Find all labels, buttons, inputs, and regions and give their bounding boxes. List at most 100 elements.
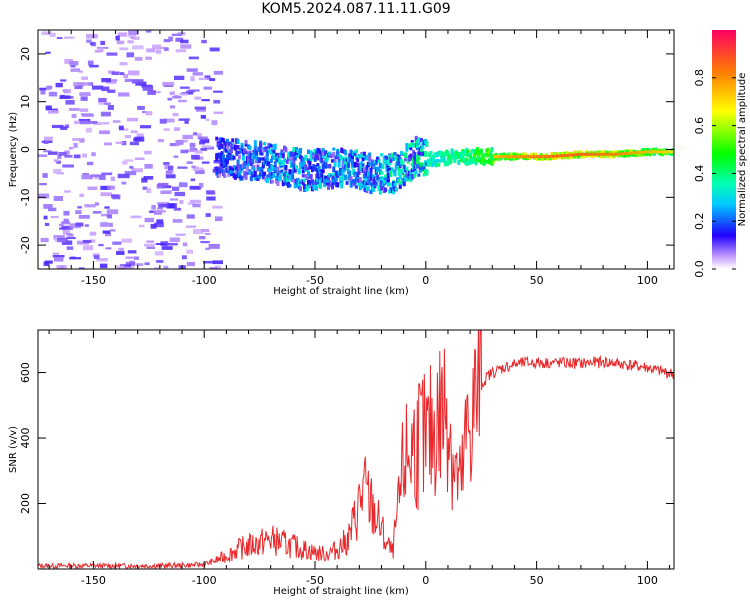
signal-cell (369, 189, 373, 195)
signal-cell (271, 165, 275, 170)
signal-cell (263, 141, 267, 146)
noise-cell (186, 90, 195, 93)
signal-cell (316, 154, 320, 161)
noise-cell (194, 96, 202, 100)
noise-cell (161, 246, 173, 250)
signal-cell (566, 156, 570, 160)
noise-cell (47, 151, 58, 155)
signal-cell (576, 155, 580, 159)
signal-cell (299, 186, 303, 192)
signal-cell (322, 178, 326, 184)
noise-cell (188, 56, 199, 60)
noise-cell (199, 236, 206, 240)
noise-cell (98, 102, 110, 105)
noise-cell (131, 168, 143, 173)
signal-cell (362, 151, 366, 157)
signal-cell (220, 144, 224, 149)
signal-cell (332, 147, 336, 151)
signal-cell (232, 156, 236, 160)
signal-cell (389, 186, 393, 191)
signal-cell (223, 173, 227, 178)
signal-cell (350, 154, 354, 159)
signal-cell (249, 175, 253, 182)
signal-cell (287, 175, 291, 179)
noise-cell (93, 255, 100, 259)
signal-cell (364, 178, 368, 185)
signal-cell (386, 182, 390, 187)
noise-cell (127, 40, 134, 44)
signal-cell (344, 150, 348, 156)
noise-cell (126, 52, 135, 58)
noise-cell (175, 49, 187, 53)
signal-cell (301, 162, 305, 168)
noise-cell (107, 89, 116, 93)
colorbar-tick-label: 0.4 (693, 165, 706, 183)
signal-cell (402, 174, 406, 179)
noise-cell (45, 51, 51, 54)
noise-cell (119, 62, 128, 66)
noise-cell (124, 134, 131, 139)
signal-cell (572, 155, 576, 159)
noise-cell (100, 40, 105, 45)
signal-cell (280, 169, 284, 174)
noise-cell (100, 111, 111, 117)
signal-cell (304, 164, 308, 169)
noise-cell (104, 102, 111, 105)
noise-cell (130, 215, 142, 219)
noise-cell (99, 47, 104, 52)
signal-cell (354, 149, 358, 154)
signal-cell (389, 170, 393, 176)
signal-cell (449, 158, 453, 165)
signal-cell (236, 144, 240, 150)
signal-cell (311, 179, 315, 183)
signal-cell (312, 166, 316, 171)
noise-cell (192, 203, 201, 208)
noise-cell (163, 47, 169, 52)
noise-cell (96, 258, 108, 262)
signal-cell (486, 153, 490, 158)
noise-cell (105, 233, 112, 237)
noise-cell (117, 173, 130, 179)
noise-cell (116, 250, 125, 255)
signal-cell (600, 150, 604, 154)
noise-cell (135, 81, 147, 86)
signal-cell (475, 158, 479, 162)
noise-cell (89, 239, 96, 243)
noise-cell (157, 182, 169, 187)
noise-cell (81, 76, 89, 80)
noise-cell (191, 165, 196, 169)
noise-cell (200, 115, 206, 119)
signal-cell (326, 174, 330, 180)
signal-cell (386, 179, 390, 184)
noise-cell (103, 142, 112, 146)
signal-cell (267, 145, 271, 150)
noise-cell (59, 227, 68, 230)
noise-cell (73, 154, 81, 159)
signal-cell (303, 161, 307, 165)
signal-cell (429, 150, 433, 155)
signal-cell (485, 159, 489, 164)
noise-cell (208, 243, 220, 249)
y-axis-label: SNR (v/v) (8, 426, 19, 473)
noise-cell (112, 194, 121, 200)
noise-cell (182, 134, 193, 140)
signal-cell (229, 147, 233, 154)
signal-cell (539, 153, 543, 157)
signal-cell (227, 172, 231, 178)
noise-cell (57, 239, 67, 243)
signal-cell (265, 177, 269, 184)
noise-cell (171, 33, 183, 36)
signal-cell (223, 140, 227, 145)
noise-cell (84, 224, 89, 227)
noise-cell (209, 78, 216, 82)
signal-cell (469, 155, 473, 160)
noise-cell (154, 222, 164, 228)
signal-cell (279, 153, 283, 159)
noise-cell (134, 56, 143, 61)
signal-cell (231, 166, 235, 171)
signal-cell (435, 158, 439, 163)
signal-cell (269, 173, 273, 180)
signal-cell (236, 139, 240, 145)
signal-cell (397, 166, 401, 172)
snr-axes: -150 -100 -50 0 50 100 200 400 600 Height of stra… (8, 329, 675, 597)
